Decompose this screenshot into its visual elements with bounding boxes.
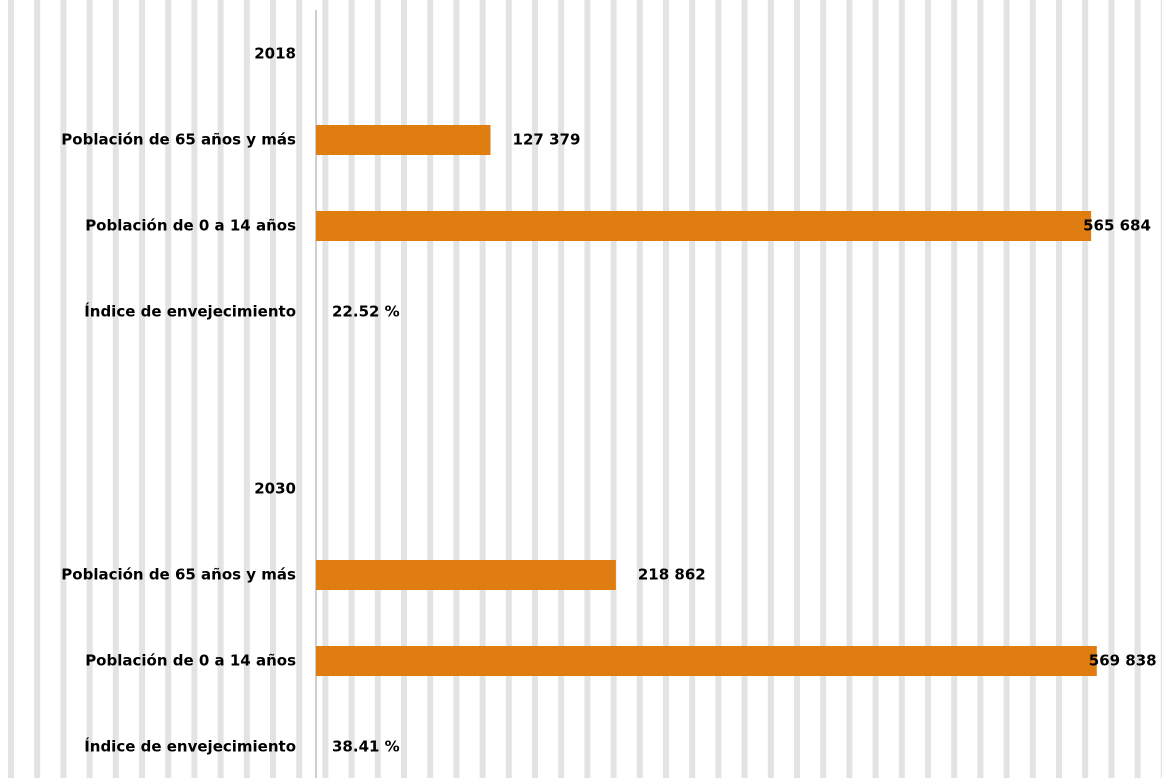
grid-stripe xyxy=(479,0,486,778)
bar xyxy=(316,560,616,590)
index-value-label: 38.41 % xyxy=(332,738,400,756)
grid-stripe xyxy=(846,0,853,778)
grid-stripe xyxy=(1082,0,1089,778)
category-label: Índice de envejecimiento xyxy=(84,302,296,321)
grid-stripe xyxy=(191,0,198,778)
grid-stripe xyxy=(820,0,827,778)
grid-stripe xyxy=(8,0,14,778)
category-label: Población de 65 años y más xyxy=(61,566,296,584)
grid-stripe xyxy=(322,0,329,778)
grid-stripe xyxy=(139,0,145,778)
category-label: Población de 65 años y más xyxy=(61,131,296,149)
grid-stripe xyxy=(610,0,617,778)
grid-stripe xyxy=(872,0,879,778)
data-label: 565 684 xyxy=(1083,217,1151,235)
bar xyxy=(316,646,1097,676)
group-year-label: 2018 xyxy=(254,45,296,63)
grid-stripes xyxy=(8,0,1162,778)
grid-stripe xyxy=(1160,0,1162,778)
grid-stripe xyxy=(165,0,172,778)
grid-stripe xyxy=(741,0,748,778)
grid-stripe xyxy=(374,0,381,778)
group-year-label: 2030 xyxy=(254,480,296,498)
grid-stripe xyxy=(60,0,67,778)
data-label: 218 862 xyxy=(638,566,706,584)
grid-stripe xyxy=(584,0,591,778)
grid-stripe xyxy=(977,0,984,778)
grid-stripe xyxy=(532,0,538,778)
grid-stripe xyxy=(505,0,512,778)
grid-stripe xyxy=(1056,0,1062,778)
grid-stripe xyxy=(898,0,905,778)
grid-stripe xyxy=(1003,0,1010,778)
grid-stripe xyxy=(86,0,93,778)
grid-stripe xyxy=(217,0,224,778)
grid-stripe xyxy=(715,0,722,778)
grid-stripe xyxy=(636,0,643,778)
grid-stripe xyxy=(427,0,434,778)
category-label: Índice de envejecimiento xyxy=(84,737,296,756)
grid-stripe xyxy=(1108,0,1115,778)
chart-marks: 2018 Población de 65 años y más 127 379 Pob… xyxy=(61,45,1156,756)
grid-stripe xyxy=(558,0,565,778)
grid-stripe xyxy=(401,0,407,778)
grid-stripe xyxy=(925,0,931,778)
grid-stripe xyxy=(767,0,774,778)
grid-stripe xyxy=(34,0,41,778)
grid-stripe xyxy=(296,0,303,778)
grid-stripe xyxy=(243,0,250,778)
grid-stripe xyxy=(1029,0,1036,778)
grid-stripe xyxy=(270,0,276,778)
category-label: Población de 0 a 14 años xyxy=(85,217,296,235)
bar xyxy=(316,125,491,155)
grid-stripe xyxy=(348,0,355,778)
category-label: Población de 0 a 14 años xyxy=(85,652,296,670)
data-label: 127 379 xyxy=(513,131,581,149)
grid-stripe xyxy=(663,0,669,778)
grid-stripe xyxy=(951,0,958,778)
data-label: 569 838 xyxy=(1089,652,1157,670)
index-value-label: 22.52 % xyxy=(332,303,400,321)
grid-stripe xyxy=(689,0,696,778)
bar xyxy=(316,211,1092,241)
grid-stripe xyxy=(1134,0,1141,778)
grid-stripe xyxy=(794,0,800,778)
grid-stripe xyxy=(112,0,119,778)
grid-stripe xyxy=(453,0,460,778)
